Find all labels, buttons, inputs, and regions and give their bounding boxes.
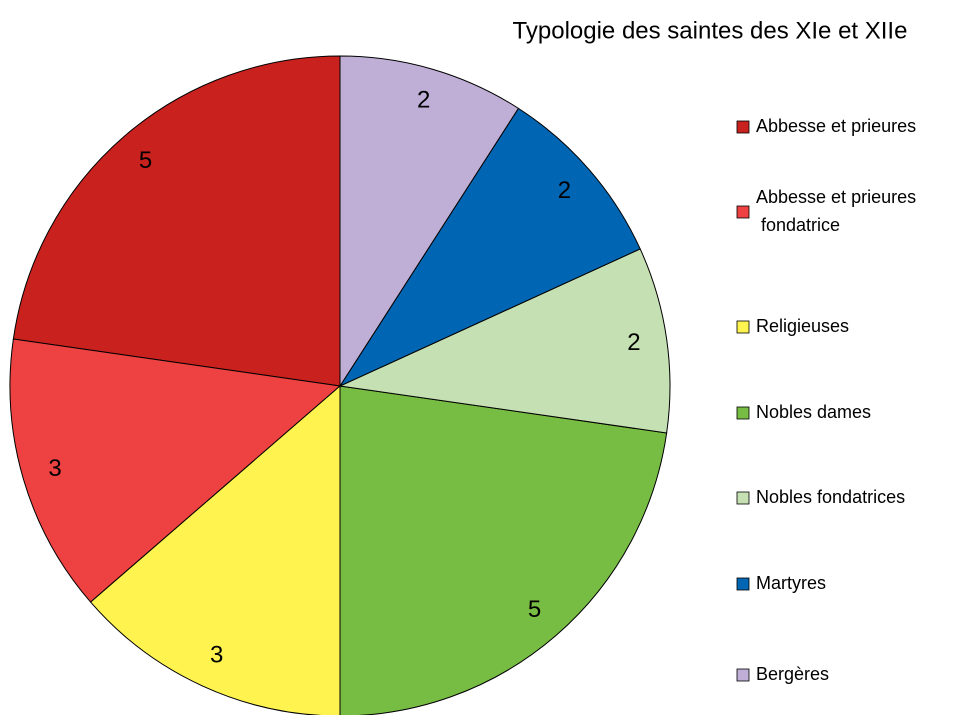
data-label: 5 (139, 147, 152, 174)
pie-slice (338, 248, 671, 434)
pie-slice (339, 55, 520, 388)
data-label: 5 (528, 596, 541, 623)
pie-slice (338, 107, 641, 388)
pie-slice (9, 338, 342, 603)
legend-label: Abbesse et prieures (756, 116, 916, 136)
legend-swatch (736, 406, 750, 420)
legend-label: Abbesse et prieures fondatrice (756, 187, 916, 235)
pie-slice (339, 385, 668, 715)
chart-title: Typologie des saintes des XIe et XIIe (513, 17, 908, 44)
legend-swatch (736, 491, 750, 505)
data-label: 3 (48, 455, 61, 482)
legend-label: Nobles fondatrices (756, 487, 905, 507)
legend-label: Nobles dames (756, 402, 871, 422)
data-label: 2 (417, 86, 430, 113)
data-label: 2 (558, 177, 571, 204)
legend-swatch (736, 205, 750, 219)
legend-swatch (736, 577, 750, 591)
pie-slice (12, 55, 341, 387)
legend-swatch (736, 120, 750, 134)
legend-label: Martyres (756, 573, 826, 593)
legend-swatch (736, 320, 750, 334)
legend-label: Bergères (756, 664, 829, 684)
data-label: 2 (627, 329, 640, 356)
data-label: 3 (210, 642, 223, 669)
legend-swatch (736, 668, 750, 682)
legend-label: Religieuses (756, 316, 849, 336)
